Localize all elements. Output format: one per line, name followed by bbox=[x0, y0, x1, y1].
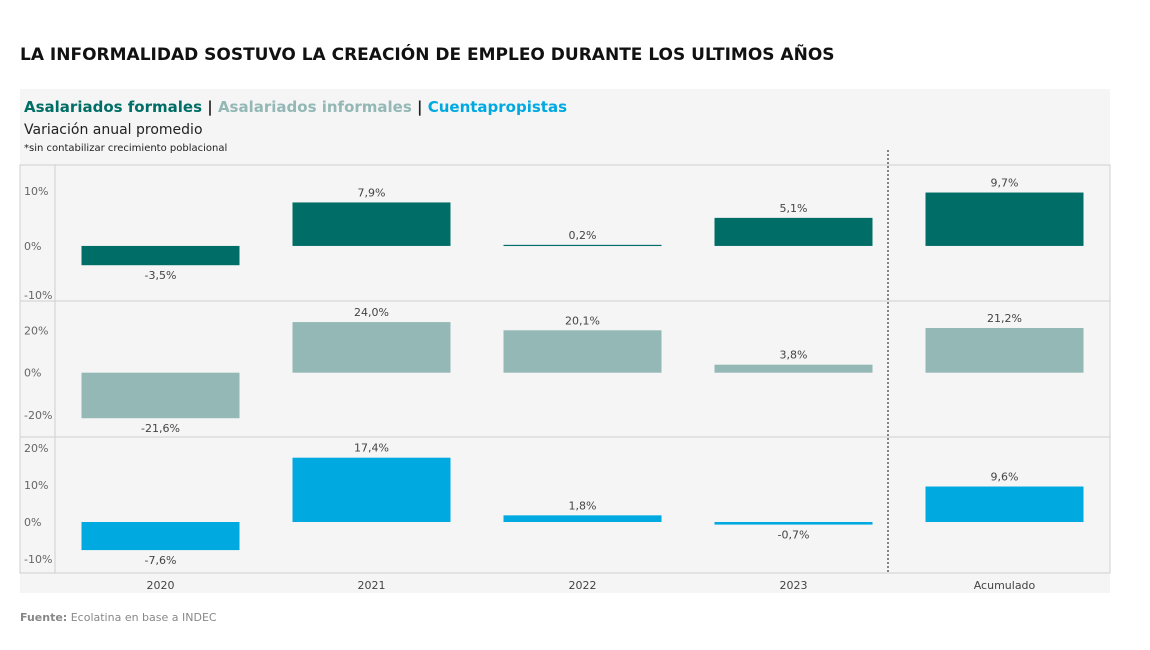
data-label: -7,6% bbox=[145, 554, 177, 567]
bar bbox=[292, 457, 451, 522]
y-tick-label: 0% bbox=[24, 516, 41, 529]
data-label: 24,0% bbox=[354, 306, 389, 319]
bar bbox=[714, 364, 873, 373]
bar bbox=[714, 217, 873, 246]
chart-subtitle: Variación anual promedio bbox=[24, 122, 203, 138]
data-label: 9,7% bbox=[991, 177, 1019, 190]
bar bbox=[925, 486, 1084, 522]
data-label: -3,5% bbox=[145, 269, 177, 282]
bar bbox=[714, 522, 873, 525]
bar bbox=[81, 245, 240, 266]
data-label: 20,1% bbox=[565, 314, 600, 327]
data-label: 3,8% bbox=[780, 349, 808, 362]
data-label: 5,1% bbox=[780, 202, 808, 215]
data-label: 7,9% bbox=[358, 186, 386, 199]
y-tick-label: 0% bbox=[24, 240, 41, 253]
y-tick-label: 0% bbox=[24, 367, 41, 380]
panel-frame bbox=[19, 436, 1111, 574]
bar bbox=[925, 327, 1084, 373]
y-tick-label: -20% bbox=[24, 409, 52, 422]
x-tick-label: 2021 bbox=[358, 579, 386, 592]
source-text: Ecolatina en base a INDEC bbox=[71, 611, 217, 624]
legend-sep: | bbox=[207, 98, 218, 117]
bar bbox=[81, 522, 240, 551]
y-tick-label: 20% bbox=[24, 325, 48, 338]
legend-informales: Asalariados informales bbox=[218, 98, 412, 116]
data-label: -21,6% bbox=[141, 422, 180, 435]
legend-sep: | bbox=[417, 98, 428, 117]
chart-note: *sin contabilizar crecimiento poblaciona… bbox=[24, 143, 227, 154]
data-label: 1,8% bbox=[569, 499, 597, 512]
data-label: 9,6% bbox=[991, 471, 1019, 484]
y-tick-label: 20% bbox=[24, 442, 48, 455]
x-tick-label: 2020 bbox=[147, 579, 175, 592]
bar bbox=[292, 322, 451, 373]
bar bbox=[925, 192, 1084, 246]
data-label: 0,2% bbox=[569, 229, 597, 242]
legend-formales: Asalariados formales bbox=[24, 98, 202, 116]
source: Fuente: Ecolatina en base a INDEC bbox=[20, 611, 217, 624]
x-tick-label: 2022 bbox=[569, 579, 597, 592]
legend-cuentapropistas: Cuentapropistas bbox=[428, 98, 567, 116]
bar bbox=[503, 244, 662, 247]
chart-title: LA INFORMALIDAD SOSTUVO LA CREACIÓN DE E… bbox=[20, 42, 835, 65]
legend: Asalariados formales | Asalariados infor… bbox=[24, 98, 567, 117]
source-label: Fuente: bbox=[20, 611, 67, 624]
bar bbox=[292, 202, 451, 246]
data-label: -0,7% bbox=[778, 529, 810, 542]
y-tick-label: 10% bbox=[24, 479, 48, 492]
bar bbox=[81, 372, 240, 419]
bar bbox=[503, 330, 662, 373]
data-label: 21,2% bbox=[987, 312, 1022, 325]
bar bbox=[503, 515, 662, 522]
y-tick-label: 10% bbox=[24, 185, 48, 198]
x-tick-label: 2023 bbox=[780, 579, 808, 592]
y-tick-label: -10% bbox=[24, 289, 52, 302]
x-tick-label: Acumulado bbox=[974, 579, 1036, 592]
y-tick-label: -10% bbox=[24, 553, 52, 566]
data-label: 17,4% bbox=[354, 442, 389, 455]
